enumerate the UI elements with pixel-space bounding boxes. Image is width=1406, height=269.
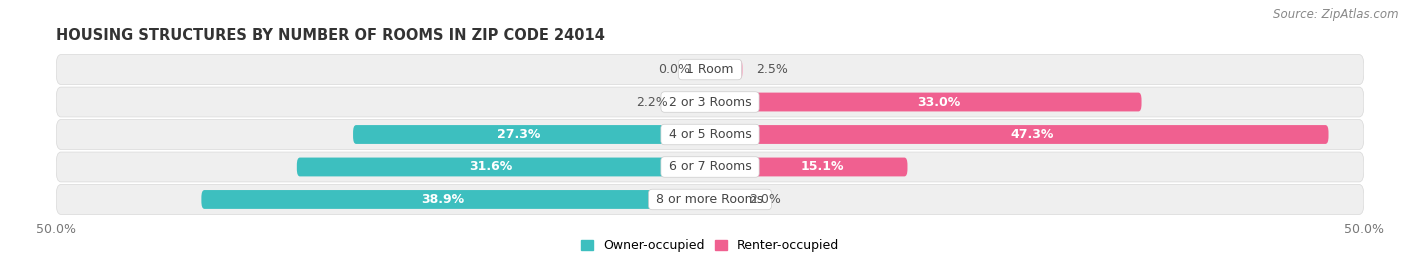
FancyBboxPatch shape xyxy=(710,158,907,176)
FancyBboxPatch shape xyxy=(201,190,710,209)
FancyBboxPatch shape xyxy=(56,87,1364,117)
Text: 31.6%: 31.6% xyxy=(468,161,512,174)
Text: 15.1%: 15.1% xyxy=(800,161,844,174)
Text: 27.3%: 27.3% xyxy=(496,128,540,141)
Text: 1 Room: 1 Room xyxy=(682,63,738,76)
Text: 47.3%: 47.3% xyxy=(1011,128,1054,141)
Text: 2 or 3 Rooms: 2 or 3 Rooms xyxy=(665,95,755,108)
FancyBboxPatch shape xyxy=(56,55,1364,84)
FancyBboxPatch shape xyxy=(297,158,710,176)
Text: 2.0%: 2.0% xyxy=(749,193,782,206)
FancyBboxPatch shape xyxy=(56,119,1364,150)
Text: 33.0%: 33.0% xyxy=(917,95,960,108)
FancyBboxPatch shape xyxy=(682,93,710,111)
FancyBboxPatch shape xyxy=(710,125,1329,144)
FancyBboxPatch shape xyxy=(710,93,1142,111)
FancyBboxPatch shape xyxy=(56,152,1364,182)
Legend: Owner-occupied, Renter-occupied: Owner-occupied, Renter-occupied xyxy=(581,239,839,252)
Text: 8 or more Rooms: 8 or more Rooms xyxy=(652,193,768,206)
Text: 0.0%: 0.0% xyxy=(658,63,690,76)
FancyBboxPatch shape xyxy=(710,190,737,209)
Text: 6 or 7 Rooms: 6 or 7 Rooms xyxy=(665,161,755,174)
Text: 38.9%: 38.9% xyxy=(420,193,464,206)
Text: Source: ZipAtlas.com: Source: ZipAtlas.com xyxy=(1274,8,1399,21)
FancyBboxPatch shape xyxy=(353,125,710,144)
FancyBboxPatch shape xyxy=(710,60,742,79)
Text: 2.5%: 2.5% xyxy=(756,63,787,76)
Text: HOUSING STRUCTURES BY NUMBER OF ROOMS IN ZIP CODE 24014: HOUSING STRUCTURES BY NUMBER OF ROOMS IN… xyxy=(56,28,605,43)
Text: 2.2%: 2.2% xyxy=(637,95,668,108)
FancyBboxPatch shape xyxy=(56,185,1364,214)
Text: 4 or 5 Rooms: 4 or 5 Rooms xyxy=(665,128,755,141)
